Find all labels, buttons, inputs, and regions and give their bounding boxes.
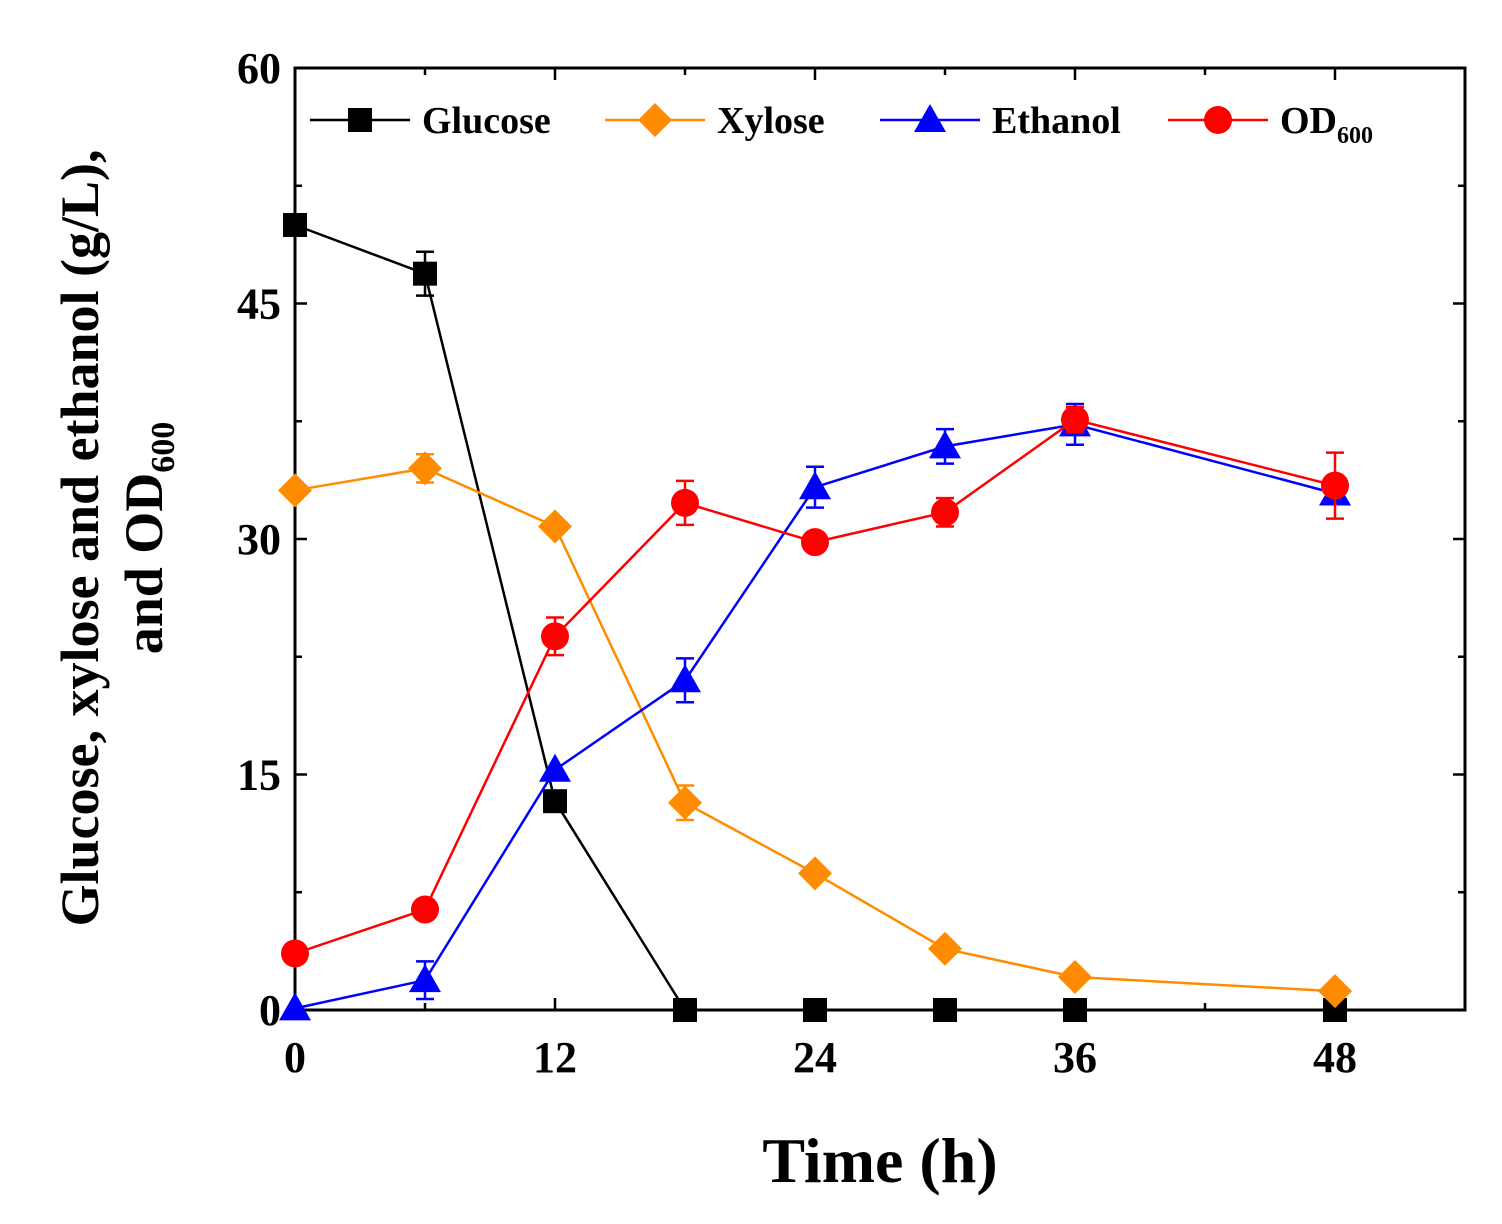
ethanol-point <box>279 992 311 1021</box>
x-tick-label: 24 <box>793 1033 837 1082</box>
legend-marker-od <box>1204 106 1232 134</box>
xylose-point <box>408 451 442 486</box>
series-layer <box>278 213 1352 1022</box>
legend-label-text: Glucose <box>422 100 551 142</box>
series-xylose <box>278 451 1352 1009</box>
y-axis-title-line2: and OD600 <box>114 422 182 655</box>
legend-item-glucose: Glucose <box>310 100 551 142</box>
xylose-point <box>928 931 962 966</box>
ethanol-point <box>539 753 571 782</box>
xylose-point <box>668 785 702 820</box>
legend-label-text: OD <box>1280 100 1337 142</box>
od-point <box>801 528 829 557</box>
y-axis-title: Glucose, xylose and ethanol (g/L), and O… <box>50 149 182 926</box>
legend-label-xylose: Xylose <box>717 100 825 142</box>
y-tick-label: 60 <box>237 44 281 93</box>
glucose-point <box>803 998 827 1022</box>
od-point <box>671 488 699 517</box>
legend-item-ethanol: Ethanol <box>880 100 1121 142</box>
ethanol-point <box>799 471 831 500</box>
legend-label-text: Xylose <box>717 100 825 142</box>
legend-marker-glucose <box>348 108 372 132</box>
y-axis-title-od: and OD <box>114 473 174 655</box>
y-tick-label: 0 <box>259 986 281 1035</box>
xylose-point <box>798 856 832 891</box>
y-axis: 0 15 30 45 60 <box>237 44 1465 1035</box>
plot-frame <box>293 66 1467 1012</box>
od-line <box>294 418 1336 955</box>
glucose-point <box>283 213 307 237</box>
glucose-point <box>543 789 567 814</box>
od-point <box>931 498 959 527</box>
legend-label-ethanol: Ethanol <box>992 100 1121 142</box>
xylose-point <box>1058 960 1092 995</box>
legend-label-text: Ethanol <box>992 100 1121 142</box>
ethanol-point <box>929 430 961 459</box>
series-od <box>281 405 1349 968</box>
x-tick-label: 48 <box>1313 1033 1357 1082</box>
x-axis-title: Time (h) <box>762 1125 997 1196</box>
legend-label-glucose: Glucose <box>422 100 551 142</box>
y-tick-label: 30 <box>237 515 281 564</box>
xylose-point <box>1318 974 1352 1009</box>
glucose-point <box>413 261 437 286</box>
y-axis-title-od-subscript: 600 <box>145 422 182 473</box>
x-axis: 0 12 24 36 48 <box>284 68 1467 1082</box>
legend-label-subscript: 600 <box>1337 123 1373 149</box>
glucose-point <box>1063 998 1087 1022</box>
y-tick-label: 15 <box>237 751 281 800</box>
od-point <box>281 939 309 968</box>
plot-border <box>293 66 1467 1012</box>
xylose-point <box>278 473 312 508</box>
x-tick-label: 0 <box>284 1033 306 1082</box>
od-point <box>411 895 439 924</box>
legend-marker-ethanol <box>914 104 946 132</box>
x-tick-label: 12 <box>533 1033 577 1082</box>
legend: Glucose Xylose Ethanol OD600 <box>310 100 1373 149</box>
glucose-point <box>673 998 697 1022</box>
ethanol-line <box>294 423 1336 1010</box>
od-point <box>541 622 569 651</box>
ethanol-point <box>409 964 441 993</box>
legend-label-od: OD600 <box>1280 100 1373 149</box>
legend-marker-xylose <box>638 103 672 137</box>
series-glucose <box>283 213 1347 1022</box>
xylose-point <box>538 509 572 544</box>
od-point <box>1321 471 1349 500</box>
legend-item-xylose: Xylose <box>605 100 825 142</box>
glucose-line <box>294 223 1335 1012</box>
x-tick-label: 36 <box>1053 1033 1097 1082</box>
y-axis-title-line1: Glucose, xylose and ethanol (g/L), <box>50 149 110 926</box>
y-tick-label: 45 <box>237 280 281 329</box>
glucose-point <box>933 998 957 1022</box>
legend-item-od: OD600 <box>1168 100 1373 149</box>
ethanol-point <box>669 664 701 693</box>
xylose-line <box>294 467 1336 993</box>
series-ethanol <box>279 402 1351 1021</box>
od-point <box>1061 405 1089 434</box>
